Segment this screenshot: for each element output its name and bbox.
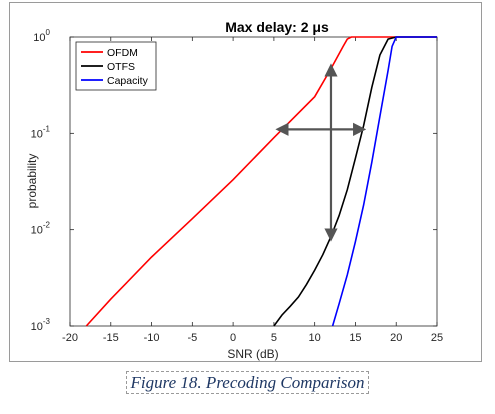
x-tick-label: 20 bbox=[390, 332, 402, 344]
y-tick-base: 10 bbox=[31, 128, 43, 140]
x-tick-label: 15 bbox=[349, 332, 361, 344]
y-tick-label: 10-3 bbox=[31, 317, 51, 333]
y-tick-base: 10 bbox=[31, 321, 43, 333]
chart-title: Max delay: 2 μs bbox=[225, 19, 329, 35]
x-tick-label: 5 bbox=[271, 332, 277, 344]
y-tick-base: 10 bbox=[33, 32, 45, 44]
legend-label-otfs: OTFS bbox=[107, 61, 135, 73]
series-line-otfs bbox=[273, 36, 437, 327]
x-tick-label: 25 bbox=[431, 332, 443, 344]
y-tick-exponent: 0 bbox=[46, 28, 51, 37]
x-tick-label: 10 bbox=[309, 332, 321, 344]
series-line-ofdm bbox=[85, 36, 437, 327]
x-axis-label: SNR (dB) bbox=[227, 347, 278, 361]
y-tick-exponent: -3 bbox=[43, 317, 51, 326]
x-tick-label: -5 bbox=[187, 332, 197, 344]
y-tick-label: 10-1 bbox=[31, 124, 51, 140]
legend-label-capacity: Capacity bbox=[107, 75, 149, 87]
caption-text: Figure 18. Precoding Comparison bbox=[125, 371, 370, 394]
legend-label-ofdm: OFDM bbox=[107, 47, 138, 59]
y-tick-exponent: -1 bbox=[43, 124, 51, 133]
y-tick-label: 10-2 bbox=[31, 221, 51, 237]
y-axis-label: probability bbox=[25, 154, 39, 209]
x-tick-label: -20 bbox=[62, 332, 78, 344]
y-tick-label: 100 bbox=[33, 28, 50, 44]
chart: Max delay: 2 μs -20 -15 -10 -5 0 5 10 15 20 2510-… bbox=[25, 19, 443, 361]
y-tick-exponent: -2 bbox=[43, 221, 51, 230]
y-tick-base: 10 bbox=[31, 225, 43, 237]
x-tick-label: 0 bbox=[230, 332, 236, 344]
x-tick-label: -10 bbox=[144, 332, 160, 344]
series-line-capacity bbox=[331, 36, 437, 327]
figure-caption: Figure 18. Precoding Comparison bbox=[0, 371, 495, 394]
x-tick-label: -15 bbox=[103, 332, 119, 344]
